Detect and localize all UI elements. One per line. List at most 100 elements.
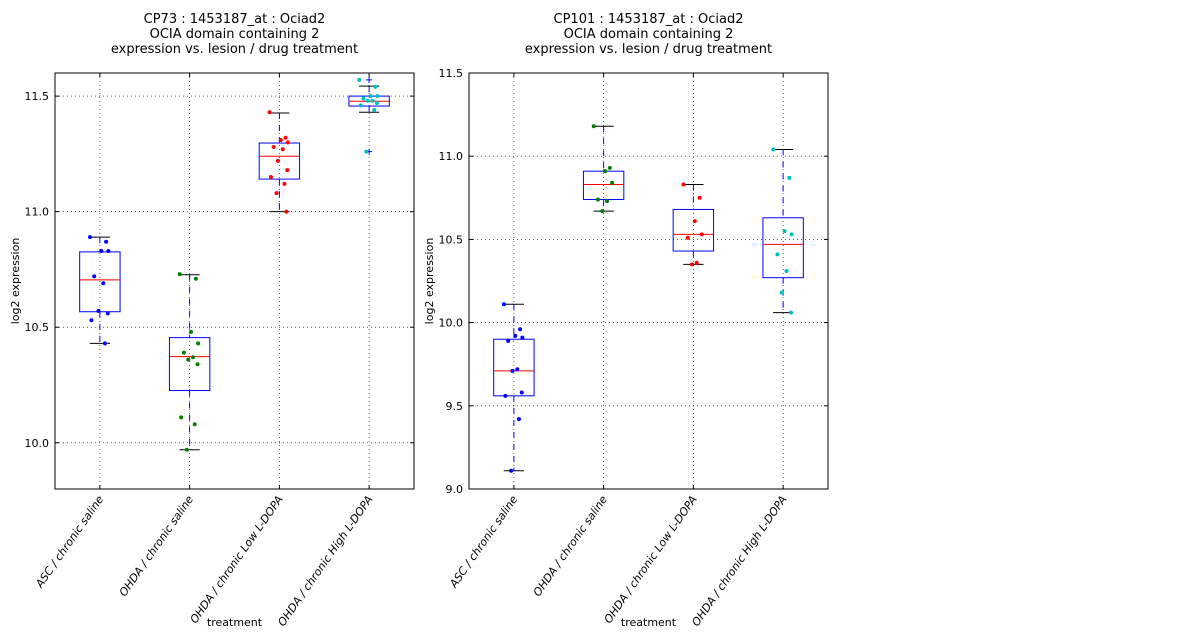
data-point xyxy=(365,98,370,103)
x-tick-label: OHDA / chronic saline xyxy=(117,493,196,599)
box-group xyxy=(582,124,625,214)
data-point xyxy=(177,272,182,277)
data-point xyxy=(509,468,514,473)
data-point xyxy=(364,149,369,154)
data-point xyxy=(101,281,106,286)
data-point xyxy=(89,318,94,323)
data-point xyxy=(689,262,694,267)
data-point xyxy=(275,158,280,163)
data-point xyxy=(520,335,525,340)
data-point xyxy=(96,309,101,314)
chart-title-line: CP101 : 1453187_at : Ociad2 xyxy=(554,12,744,27)
x-tick-label: OHDA / chronic Low L-DOPA xyxy=(602,493,700,626)
data-point xyxy=(283,135,288,140)
data-point xyxy=(274,191,279,196)
data-point xyxy=(278,138,283,143)
data-point xyxy=(681,182,686,187)
data-point xyxy=(271,144,276,149)
data-point xyxy=(515,367,520,372)
data-point xyxy=(285,140,290,145)
x-axis-label: treatment xyxy=(207,616,263,629)
y-tick-label: 10.5 xyxy=(25,321,50,334)
data-point xyxy=(699,232,704,237)
axes-frame xyxy=(468,72,829,490)
data-point xyxy=(779,290,784,295)
y-tick-label: 11.5 xyxy=(25,90,50,103)
data-point xyxy=(373,84,378,89)
x-tick-label: OHDA / chronic High L-DOPA xyxy=(275,493,375,628)
data-point xyxy=(771,147,776,152)
data-point xyxy=(605,199,610,204)
data-point xyxy=(519,390,524,395)
data-point xyxy=(501,302,506,307)
y-tick-label: 11.5 xyxy=(439,67,464,80)
box-iqr xyxy=(672,208,715,252)
data-point xyxy=(358,103,363,108)
data-point xyxy=(191,355,196,360)
y-tick-label: 10.5 xyxy=(439,233,464,246)
data-point xyxy=(518,327,523,332)
data-point xyxy=(694,260,699,265)
x-tick-label: ASC / chronic saline xyxy=(33,493,107,591)
data-point xyxy=(375,94,380,99)
x-axis-label: treatment xyxy=(621,616,677,629)
data-point xyxy=(603,169,608,174)
data-point xyxy=(782,229,787,234)
data-point xyxy=(179,415,184,420)
data-point xyxy=(692,219,697,224)
data-point xyxy=(92,274,97,279)
data-point xyxy=(685,235,690,240)
chart-title-line: expression vs. lesion / drug treatment xyxy=(111,42,358,57)
data-point xyxy=(282,181,287,186)
data-point xyxy=(789,232,794,237)
y-tick-label: 9.0 xyxy=(446,483,464,496)
data-point xyxy=(268,175,273,179)
x-tick-label: ASC / chronic saline xyxy=(447,493,521,591)
axes-frame xyxy=(54,72,415,490)
data-point xyxy=(784,269,789,274)
flier-marker xyxy=(366,76,373,83)
data-point xyxy=(506,338,511,343)
data-point xyxy=(102,341,107,346)
data-point xyxy=(375,101,380,106)
box-group xyxy=(762,147,804,315)
chart-title-line: expression vs. lesion / drug treatment xyxy=(525,42,772,57)
data-point xyxy=(196,341,201,346)
data-point xyxy=(357,77,362,82)
chart-title-line: CP73 : 1453187_at : Ociad2 xyxy=(144,12,326,27)
box-group xyxy=(672,182,715,267)
data-point xyxy=(189,329,194,334)
data-point xyxy=(595,197,600,202)
data-point xyxy=(105,311,110,316)
data-point xyxy=(186,357,191,362)
data-point xyxy=(280,147,285,152)
data-point xyxy=(600,209,605,214)
y-tick-label: 11.0 xyxy=(439,150,464,163)
data-point xyxy=(195,362,200,367)
box-group xyxy=(79,235,121,346)
box-iqr xyxy=(168,337,211,392)
data-point xyxy=(181,350,186,355)
data-point xyxy=(513,333,518,338)
data-point xyxy=(516,417,521,422)
data-point xyxy=(284,209,289,214)
data-point xyxy=(106,248,111,253)
chart-title-line: OCIA domain containing 2 xyxy=(150,27,320,42)
data-point xyxy=(192,422,197,427)
data-point xyxy=(372,107,377,112)
data-point xyxy=(285,168,290,173)
box-iqr xyxy=(762,217,804,279)
x-tick-label: OHDA / chronic saline xyxy=(531,493,610,599)
y-tick-label: 11.0 xyxy=(25,206,50,219)
data-point xyxy=(591,124,596,129)
data-point xyxy=(503,393,508,398)
y-tick-label: 10.0 xyxy=(25,437,50,450)
box-iqr xyxy=(493,338,535,397)
x-tick-label: OHDA / chronic High L-DOPA xyxy=(689,493,789,628)
y-tick-label: 9.5 xyxy=(446,400,464,413)
box-group xyxy=(493,302,535,473)
box-group xyxy=(168,272,211,452)
